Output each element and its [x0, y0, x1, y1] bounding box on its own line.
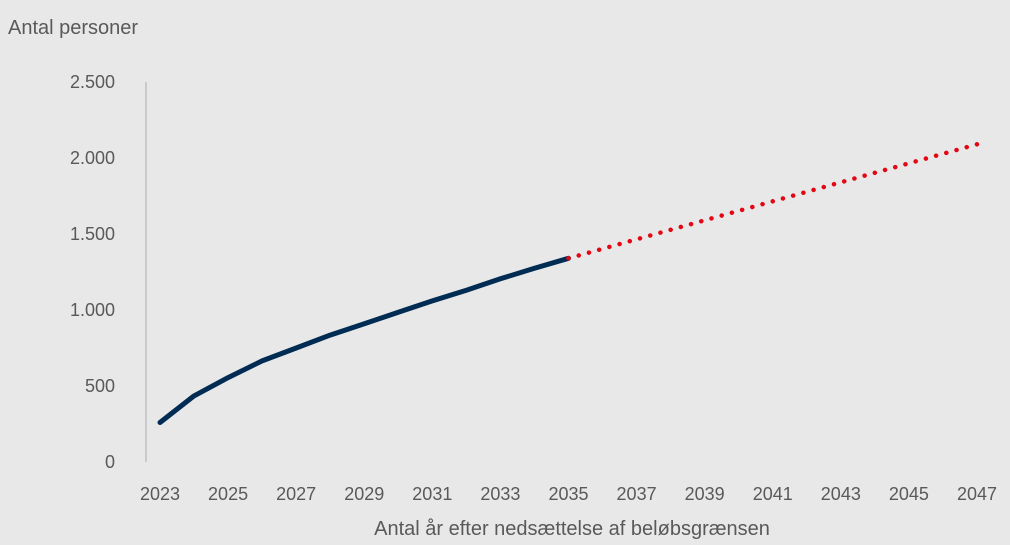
x-axis-title: Antal år efter nedsættelse af beløbsgræn… [374, 518, 770, 540]
x-tick-label: 2025 [208, 484, 248, 504]
series-group [157, 142, 980, 425]
x-tick-label: 2035 [548, 484, 588, 504]
x-tick-label: 2047 [957, 484, 997, 504]
series-line-dotted [566, 142, 980, 261]
x-tick-label: 2037 [617, 484, 657, 504]
x-tick-labels: 2023 2025 2027 2029 2031 2033 2035 2037 2039 2041… [140, 484, 997, 504]
x-tick-label: 2031 [412, 484, 452, 504]
y-tick-label: 0 [105, 452, 115, 472]
x-tick-label: 2039 [685, 484, 725, 504]
y-tick-labels: 0 500 1.000 1.500 2.000 2.500 [70, 72, 115, 472]
y-tick-label: 2.500 [70, 72, 115, 92]
x-tick-label: 2029 [344, 484, 384, 504]
x-tick-label: 2043 [821, 484, 861, 504]
y-tick-label: 500 [85, 376, 115, 396]
y-tick-label: 2.000 [70, 148, 115, 168]
x-tick-label: 2027 [276, 484, 316, 504]
x-tick-label: 2045 [889, 484, 929, 504]
x-tick-label: 2033 [480, 484, 520, 504]
y-tick-label: 1.000 [70, 300, 115, 320]
x-tick-label: 2041 [753, 484, 793, 504]
y-tick-label: 1.500 [70, 224, 115, 244]
x-tick-label: 2023 [140, 484, 180, 504]
series-line-solid [157, 255, 571, 425]
y-axis-title: Antal personer [8, 17, 138, 39]
